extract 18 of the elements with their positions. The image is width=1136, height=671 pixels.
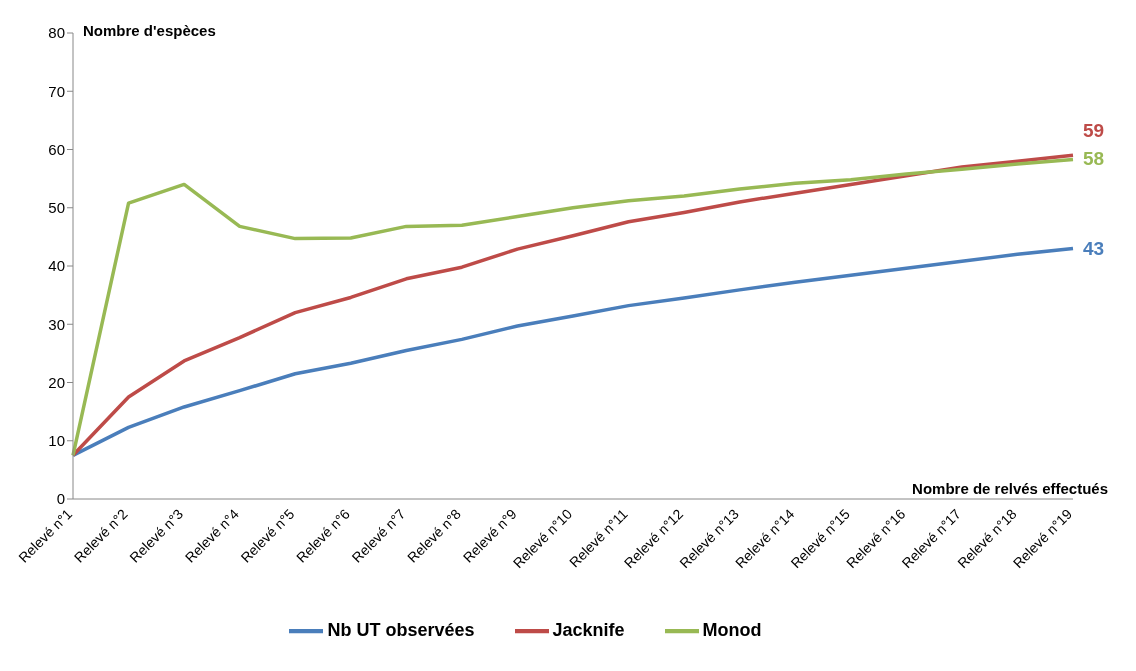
y-tick-label: 30 — [48, 315, 65, 333]
legend-label: Jacknife — [552, 619, 625, 640]
y-tick-label: 50 — [48, 199, 65, 217]
y-tick-label: 20 — [48, 373, 65, 391]
y-tick-label: 0 — [56, 490, 65, 508]
x-axis-title: Nombre de relvés effectués — [912, 480, 1108, 497]
legend-label: Monod — [702, 619, 762, 640]
y-tick-label: 10 — [48, 432, 65, 450]
y-tick-label: 70 — [48, 82, 65, 100]
data-label: 43 — [1083, 237, 1105, 259]
y-tick-label: 60 — [48, 140, 65, 158]
data-label: 59 — [1083, 120, 1105, 142]
legend-label: Nb UT observées — [327, 619, 475, 640]
y-tick-label: 80 — [48, 24, 65, 42]
y-tick-label: 40 — [48, 257, 65, 275]
y-axis-title: Nombre d'espèces — [83, 22, 216, 39]
line-series — [71, 246, 1075, 458]
data-label: 58 — [1083, 148, 1105, 170]
